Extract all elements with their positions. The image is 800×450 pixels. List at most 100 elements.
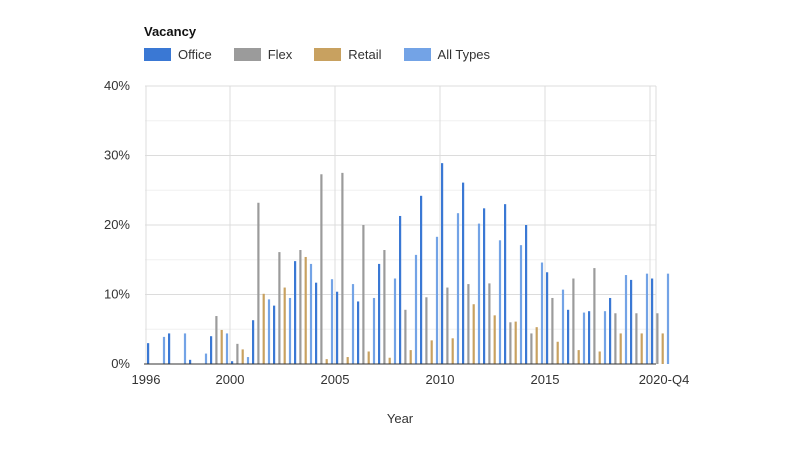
bar-office (189, 359, 192, 364)
bar-flex (656, 313, 659, 364)
bar-all-types (582, 312, 586, 364)
bar-all-types (666, 273, 670, 364)
bar-office (567, 309, 570, 364)
bar-retail (325, 359, 328, 364)
bar-retail (640, 333, 643, 364)
legend-swatch-office (144, 48, 171, 61)
bar-all-types (162, 336, 166, 364)
bar-all-types (246, 357, 250, 364)
y-tick-label: 30% (104, 148, 130, 163)
bar-all-types (267, 299, 271, 364)
legend-title: Vacancy (144, 24, 197, 39)
bar-flex (299, 250, 302, 364)
bar-office (378, 263, 381, 364)
legend-swatch-retail (314, 48, 342, 61)
bar-flex (467, 284, 470, 364)
bar-retail (514, 321, 517, 364)
bar-flex (488, 283, 491, 364)
bar-flex (425, 297, 428, 364)
bar-all-types (477, 223, 481, 364)
bar-all-types (456, 213, 460, 364)
bar-all-types (393, 278, 397, 364)
bar-retail (367, 351, 370, 364)
bar-flex (341, 172, 344, 364)
bar-retail (346, 357, 349, 364)
bar-office (147, 343, 150, 364)
bar-all-types (351, 284, 355, 364)
bar-flex (551, 297, 554, 364)
bar-retail (241, 349, 244, 364)
bar-retail (619, 333, 622, 364)
legend-label-office: Office (178, 47, 212, 62)
bar-office (420, 195, 423, 364)
bar-flex (236, 343, 239, 364)
bar-all-types (561, 289, 565, 364)
bar-retail (577, 350, 580, 364)
bar-retail (556, 341, 559, 364)
x-axis-title: Year (387, 411, 414, 426)
bar-all-types (288, 297, 292, 364)
bar-retail (451, 338, 454, 364)
bar-office (315, 282, 318, 364)
legend-item-retail[interactable]: Retail (314, 47, 382, 62)
bar-office (231, 361, 234, 364)
bar-flex (320, 174, 323, 364)
x-tick-label: 2010 (426, 372, 455, 387)
legend-swatch-all-types (403, 48, 431, 61)
bar-all-types (519, 245, 523, 364)
bar-all-types (540, 262, 544, 364)
bar-all-types (645, 273, 649, 364)
bar-retail (262, 293, 265, 364)
x-tick-label: 2000 (216, 372, 245, 387)
legend-label-retail: Retail (348, 47, 382, 62)
legend-item-all-types[interactable]: All Types (403, 47, 491, 62)
bar-retail (304, 256, 307, 364)
bar-office (294, 261, 297, 364)
bar-office (462, 182, 465, 364)
y-tick-label: 20% (104, 217, 130, 232)
bar-office (441, 163, 444, 364)
bar-all-types (414, 254, 418, 364)
bar-office (273, 305, 276, 364)
bar-all-types (498, 240, 502, 364)
bar-flex (614, 313, 617, 364)
bar-office (651, 278, 654, 364)
bar-retail (283, 287, 286, 364)
bar-all-types (309, 263, 313, 364)
bar-office (399, 215, 402, 364)
bar-office (210, 336, 213, 364)
legend-swatch-flex (233, 48, 261, 61)
bar-flex (383, 250, 386, 364)
bar-all-types (372, 297, 376, 364)
bar-all-types (204, 353, 208, 364)
bar-retail (220, 329, 223, 364)
legend-label-flex: Flex (267, 47, 293, 62)
bar-flex (446, 287, 449, 364)
bar-all-types (624, 275, 628, 364)
bar-retail (472, 304, 475, 364)
bar-all-types (603, 311, 607, 364)
bar-flex (509, 322, 512, 364)
legend-label-all-types: All Types (437, 47, 491, 62)
bar-office (168, 333, 171, 364)
bar-office (504, 204, 507, 364)
bars (147, 163, 670, 364)
bar-retail (598, 351, 601, 364)
legend-item-office[interactable]: Office (144, 47, 212, 62)
x-tick-label: 2015 (531, 372, 560, 387)
bar-retail (535, 327, 538, 364)
bar-flex (530, 333, 533, 364)
bar-flex (278, 252, 281, 364)
bar-office (525, 225, 528, 364)
bar-flex (572, 278, 575, 364)
bar-office (546, 272, 549, 364)
bar-all-types (225, 333, 229, 364)
bar-office (336, 291, 339, 364)
bar-all-types (183, 333, 187, 364)
y-tick-label: 40% (104, 78, 130, 93)
legend-item-flex[interactable]: Flex (233, 47, 293, 62)
bar-flex (257, 202, 260, 364)
bar-flex (215, 316, 218, 364)
bar-retail (493, 315, 496, 364)
